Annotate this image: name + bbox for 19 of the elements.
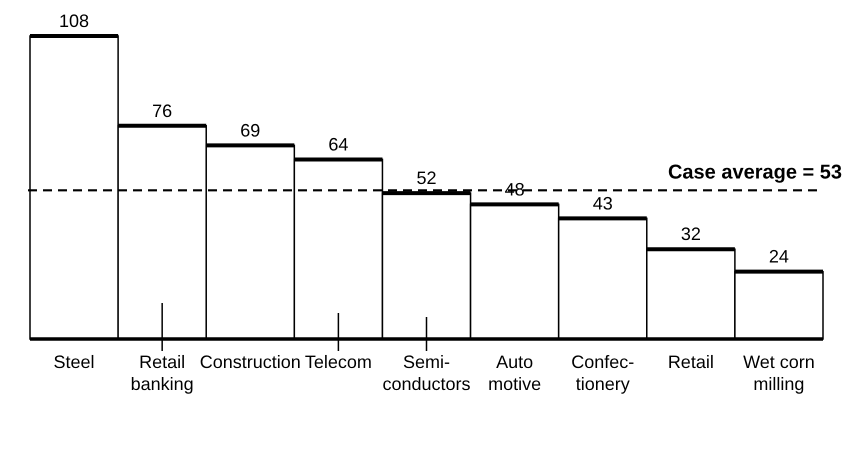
x-tick-label: Retail xyxy=(668,352,714,372)
data-label: 64 xyxy=(328,134,348,154)
data-label: 69 xyxy=(240,120,260,140)
x-tick-label: Steel xyxy=(54,352,95,372)
x-tick-label: Retail banking xyxy=(130,352,194,394)
data-label: 76 xyxy=(152,100,172,121)
x-tick-label: Telecom xyxy=(304,352,372,372)
data-label: 24 xyxy=(768,246,789,267)
x-tick-label: Construction xyxy=(200,352,301,372)
data-label: 32 xyxy=(680,224,701,244)
data-label: 108 xyxy=(59,11,90,31)
data-label: 52 xyxy=(416,168,437,188)
data-label: 48 xyxy=(504,179,525,200)
x-tick-label: Wet corn milling xyxy=(743,352,815,394)
ref-line-label: Case average = 53 xyxy=(668,161,842,184)
data-label: 43 xyxy=(592,193,613,214)
x-tick-label: Auto motive xyxy=(488,352,542,394)
x-tick-label: Confec- tionery xyxy=(571,352,634,394)
x-tick-label: Semi- conductors xyxy=(382,352,471,394)
